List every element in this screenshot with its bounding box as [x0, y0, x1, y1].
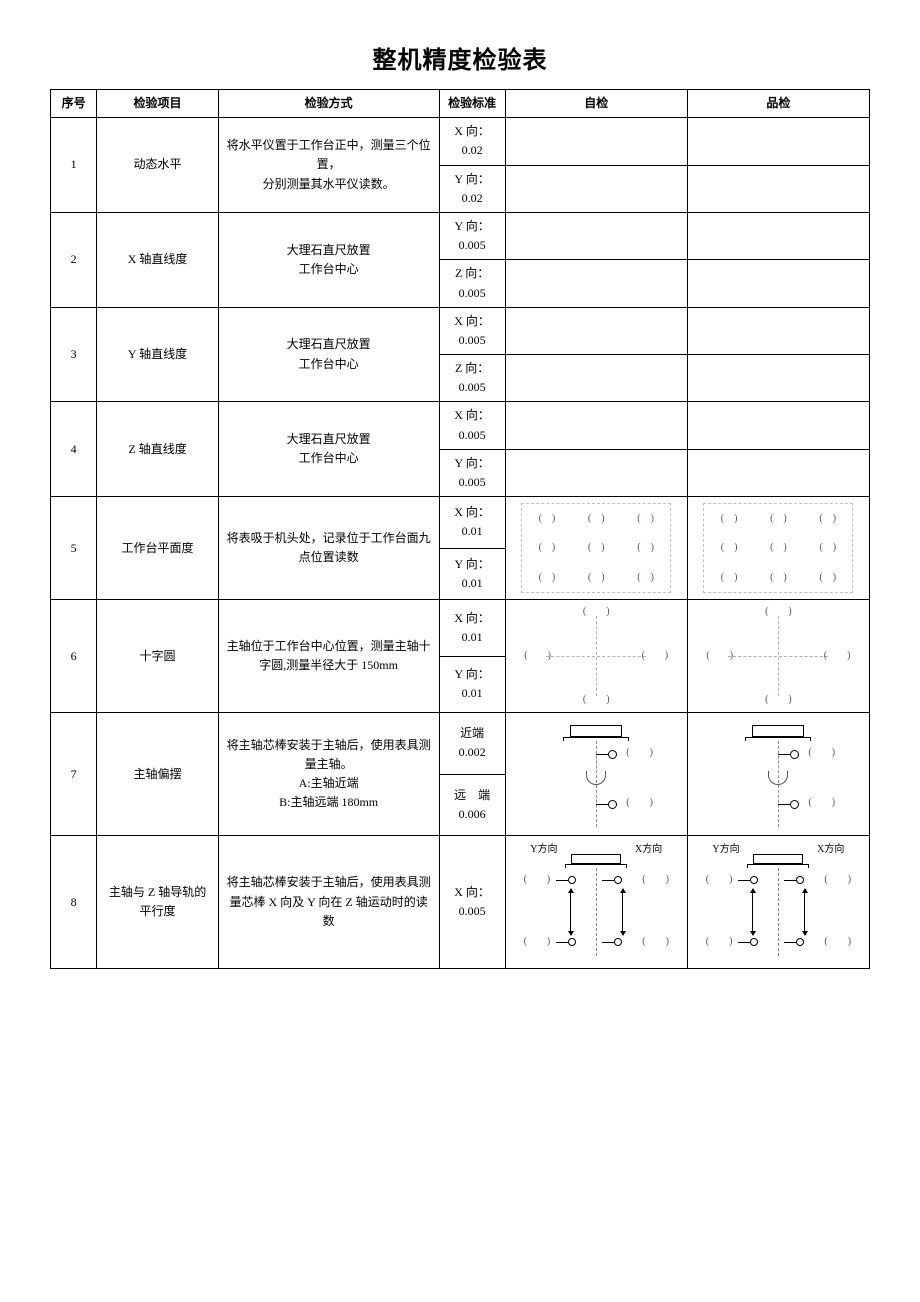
cell-std: Y 向：0.005	[439, 449, 505, 496]
cell-qc-check	[687, 355, 869, 402]
cell-qc-check: Y方向 X方向 ( ) ( ) ( ) ( )	[687, 836, 869, 969]
table-row: 2 X 轴直线度 大理石直尺放置工作台中心 Y 向：0.005	[51, 212, 870, 259]
cell-item: 主轴与 Z 轴导轨的平行度	[97, 836, 218, 969]
cell-item: 动态水平	[97, 118, 218, 213]
cell-seq: 4	[51, 402, 97, 497]
cell-std: X 向：0.005	[439, 307, 505, 354]
cell-method: 将主轴芯棒安装于主轴后，使用表具测量芯棒 X 向及 Y 向在 Z 轴运动时的读数	[218, 836, 439, 969]
cell-std: Y 向：0.005	[439, 212, 505, 259]
cell-self-check	[505, 355, 687, 402]
cell-self-check	[505, 165, 687, 212]
table-row: 4 Z 轴直线度 大理石直尺放置工作台中心 X 向：0.005	[51, 402, 870, 449]
nine-point-diagram: ( )( )( ) ( )( )( ) ( )( )( )	[521, 503, 671, 593]
cell-method: 将水平仪置于工作台正中，测量三个位置，分别测量其水平仪读数。	[218, 118, 439, 213]
th-self: 自检	[505, 90, 687, 118]
spindle-runout-diagram: ( ) ( )	[708, 719, 848, 829]
cell-std: X 向：0.01	[439, 600, 505, 657]
table-row: 1 动态水平 将水平仪置于工作台正中，测量三个位置，分别测量其水平仪读数。 X …	[51, 118, 870, 165]
cell-method: 大理石直尺放置工作台中心	[218, 212, 439, 307]
cell-std: X 向：0.02	[439, 118, 505, 165]
cell-qc-check	[687, 212, 869, 259]
parallelism-diagram: Y方向 X方向 ( ) ( ) ( ) ( )	[516, 842, 676, 962]
cell-item: Y 轴直线度	[97, 307, 218, 402]
cell-std: Z 向：0.005	[439, 355, 505, 402]
cell-std: 近端0.002	[439, 713, 505, 775]
cell-self-check	[505, 402, 687, 449]
cell-qc-check	[687, 307, 869, 354]
cell-qc-check	[687, 165, 869, 212]
cell-qc-check	[687, 118, 869, 165]
cell-std: Z 向：0.005	[439, 260, 505, 307]
parallelism-diagram: Y方向 X方向 ( ) ( ) ( ) ( )	[698, 842, 858, 962]
cell-std: X 向：0.005	[439, 836, 505, 969]
cross-diagram: ( ) ( ) ( ) ( )	[526, 606, 666, 706]
cell-item: Z 轴直线度	[97, 402, 218, 497]
cell-item: X 轴直线度	[97, 212, 218, 307]
table-row: 8 主轴与 Z 轴导轨的平行度 将主轴芯棒安装于主轴后，使用表具测量芯棒 X 向…	[51, 836, 870, 969]
cell-seq: 6	[51, 600, 97, 713]
th-seq: 序号	[51, 90, 97, 118]
th-method: 检验方式	[218, 90, 439, 118]
cell-std: Y 向：0.01	[439, 548, 505, 600]
cell-method: 将表吸于机头处，记录位于工作台面九点位置读数	[218, 497, 439, 600]
cell-self-check: ( ) ( )	[505, 713, 687, 836]
cell-method: 大理石直尺放置工作台中心	[218, 402, 439, 497]
cell-item: 十字圆	[97, 600, 218, 713]
table-row: 7 主轴偏摆 将主轴芯棒安装于主轴后，使用表具测量主轴。A:主轴近端B:主轴远端…	[51, 713, 870, 775]
cell-seq: 8	[51, 836, 97, 969]
cell-qc-check: ( )( )( ) ( )( )( ) ( )( )( )	[687, 497, 869, 600]
inspection-table: 序号 检验项目 检验方式 检验标准 自检 品检 1 动态水平 将水平仪置于工作台…	[50, 89, 870, 969]
cell-seq: 3	[51, 307, 97, 402]
nine-point-diagram: ( )( )( ) ( )( )( ) ( )( )( )	[703, 503, 853, 593]
page-title: 整机精度检验表	[50, 40, 870, 75]
cell-std: X 向：0.005	[439, 402, 505, 449]
table-row: 5 工作台平面度 将表吸于机头处，记录位于工作台面九点位置读数 X 向：0.01…	[51, 497, 870, 549]
cell-qc-check	[687, 402, 869, 449]
cell-qc-check	[687, 260, 869, 307]
table-row: 6 十字圆 主轴位于工作台中心位置，测量主轴十字圆,测量半径大于 150mm X…	[51, 600, 870, 657]
cell-seq: 2	[51, 212, 97, 307]
cell-method: 将主轴芯棒安装于主轴后，使用表具测量主轴。A:主轴近端B:主轴远端 180mm	[218, 713, 439, 836]
cell-qc-check	[687, 449, 869, 496]
cell-self-check: ( )( )( ) ( )( )( ) ( )( )( )	[505, 497, 687, 600]
cell-std: Y 向：0.02	[439, 165, 505, 212]
cell-seq: 7	[51, 713, 97, 836]
cell-self-check	[505, 307, 687, 354]
cell-method: 大理石直尺放置工作台中心	[218, 307, 439, 402]
table-header-row: 序号 检验项目 检验方式 检验标准 自检 品检	[51, 90, 870, 118]
cell-self-check	[505, 118, 687, 165]
cell-self-check: Y方向 X方向 ( ) ( ) ( ) ( )	[505, 836, 687, 969]
cell-std: X 向：0.01	[439, 497, 505, 549]
cell-std: 远 端0.006	[439, 774, 505, 836]
cell-item: 主轴偏摆	[97, 713, 218, 836]
cell-seq: 5	[51, 497, 97, 600]
cell-self-check	[505, 260, 687, 307]
cell-self-check	[505, 449, 687, 496]
cross-diagram: ( ) ( ) ( ) ( )	[708, 606, 848, 706]
th-std: 检验标准	[439, 90, 505, 118]
cell-self-check	[505, 212, 687, 259]
cell-qc-check: ( ) ( )	[687, 713, 869, 836]
th-qc: 品检	[687, 90, 869, 118]
cell-method: 主轴位于工作台中心位置，测量主轴十字圆,测量半径大于 150mm	[218, 600, 439, 713]
table-row: 3 Y 轴直线度 大理石直尺放置工作台中心 X 向：0.005	[51, 307, 870, 354]
spindle-runout-diagram: ( ) ( )	[526, 719, 666, 829]
cell-qc-check: ( ) ( ) ( ) ( )	[687, 600, 869, 713]
cell-std: Y 向：0.01	[439, 656, 505, 713]
cell-item: 工作台平面度	[97, 497, 218, 600]
cell-seq: 1	[51, 118, 97, 213]
cell-self-check: ( ) ( ) ( ) ( )	[505, 600, 687, 713]
th-item: 检验项目	[97, 90, 218, 118]
